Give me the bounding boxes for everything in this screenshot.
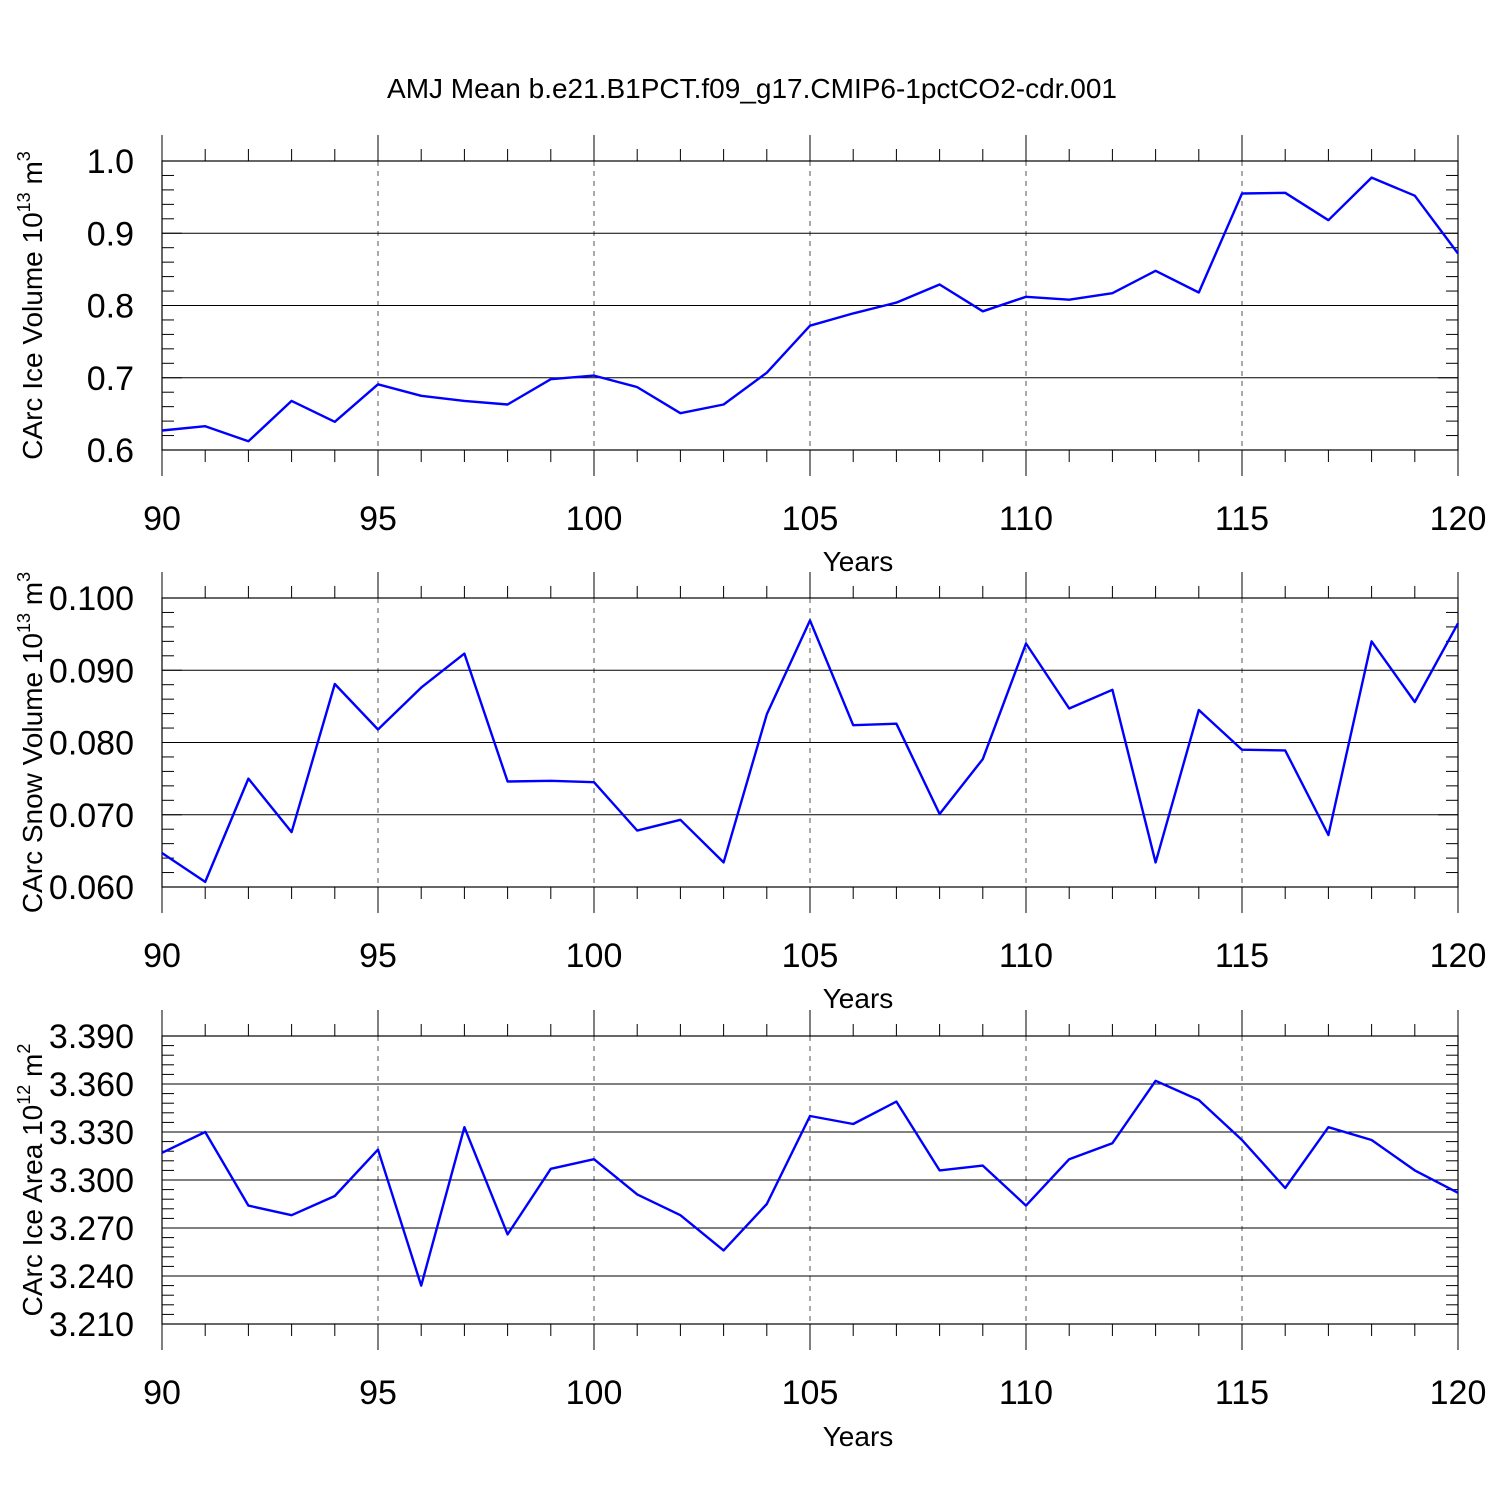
- y-axis-title-main: CArc Ice Area 10: [17, 1105, 48, 1317]
- x-tick-label: 100: [566, 500, 623, 538]
- x-tick-label: 100: [566, 1374, 623, 1412]
- y-axis-title-unit: m: [17, 582, 48, 613]
- x-tick-label: 110: [999, 500, 1053, 538]
- x-tick-label: 115: [1215, 500, 1269, 538]
- x-tick-label: 95: [359, 500, 397, 538]
- x-tick-label: 90: [143, 500, 181, 538]
- x-axis-title: Years: [823, 983, 894, 1014]
- y-tick-label: 0.8: [87, 288, 134, 326]
- y-tick-label: 0.070: [49, 797, 134, 835]
- y-tick-label: 3.390: [49, 1018, 134, 1056]
- x-tick-label: 90: [143, 1374, 181, 1412]
- y-axis-title-unit-exponent: 2: [14, 1044, 34, 1054]
- y-tick-label: 0.6: [87, 432, 134, 470]
- x-tick-label: 115: [1215, 1374, 1269, 1412]
- y-tick-label: 1.0: [87, 143, 134, 181]
- y-axis-title-exponent: 13: [14, 192, 34, 212]
- y-axis-title-exponent: 12: [14, 1085, 34, 1105]
- y-axis-title-main: CArc Snow Volume 10: [17, 633, 48, 913]
- x-tick-label: 95: [359, 1374, 397, 1412]
- y-axis-title-unit: m: [17, 1054, 48, 1085]
- y-tick-label: 0.7: [87, 360, 134, 398]
- x-tick-label: 105: [782, 1374, 839, 1412]
- x-tick-label: 120: [1430, 1374, 1487, 1412]
- x-tick-label: 95: [359, 937, 397, 975]
- x-tick-label: 100: [566, 937, 623, 975]
- y-axis-title: CArc Ice Area 1012 m2: [14, 1044, 48, 1317]
- series-line: [161, 1079, 1459, 1287]
- y-axis-title: CArc Snow Volume 1013 m3: [14, 572, 48, 913]
- x-tick-label: 115: [1215, 937, 1269, 975]
- y-axis-title: CArc Ice Volume 1013 m3: [14, 151, 48, 460]
- series-line: [161, 176, 1459, 443]
- x-tick-label: 90: [143, 937, 181, 975]
- panel-ice-volume: 90 95 100 105 110 115 120 0.6 0.7 0.8 0.9 1.0 Years C…: [14, 135, 1486, 577]
- panel-ice-area: 90 95 100 105 110 115 120 3.210 3.240 3.270 3.300 3…: [14, 1010, 1486, 1452]
- y-axis-title-unit-exponent: 3: [14, 572, 34, 582]
- y-tick-label: 3.330: [49, 1114, 134, 1152]
- x-tick-label: 120: [1430, 500, 1487, 538]
- y-tick-label: 0.060: [49, 869, 134, 907]
- y-tick-label: 3.210: [49, 1306, 134, 1344]
- x-axis-title: Years: [823, 546, 894, 577]
- y-tick-label: 3.360: [49, 1066, 134, 1104]
- y-tick-label: 0.080: [49, 725, 134, 763]
- x-tick-label: 110: [999, 937, 1053, 975]
- y-axis-title-unit-exponent: 3: [14, 151, 34, 161]
- x-tick-label: 105: [782, 937, 839, 975]
- y-axis-title-main: CArc Ice Volume 10: [17, 212, 48, 459]
- figure-title: AMJ Mean b.e21.B1PCT.f09_g17.CMIP6-1pctC…: [387, 73, 1117, 104]
- panel-snow-volume: 90 95 100 105 110 115 120 0.060 0.070 0.080 0.090 0…: [14, 572, 1486, 1014]
- x-tick-label: 110: [999, 1374, 1053, 1412]
- y-tick-label: 3.240: [49, 1258, 134, 1296]
- y-tick-label: 0.9: [87, 215, 134, 253]
- y-axis-title-exponent: 13: [14, 613, 34, 633]
- x-tick-label: 105: [782, 500, 839, 538]
- y-tick-label: 3.300: [49, 1162, 134, 1200]
- x-tick-label: 120: [1430, 937, 1487, 975]
- y-axis-title-unit: m: [17, 161, 48, 192]
- x-axis-title: Years: [823, 1421, 894, 1452]
- y-tick-label: 0.090: [49, 652, 134, 690]
- y-tick-label: 0.100: [49, 580, 134, 618]
- y-tick-label: 3.270: [49, 1210, 134, 1248]
- series-line: [161, 619, 1460, 884]
